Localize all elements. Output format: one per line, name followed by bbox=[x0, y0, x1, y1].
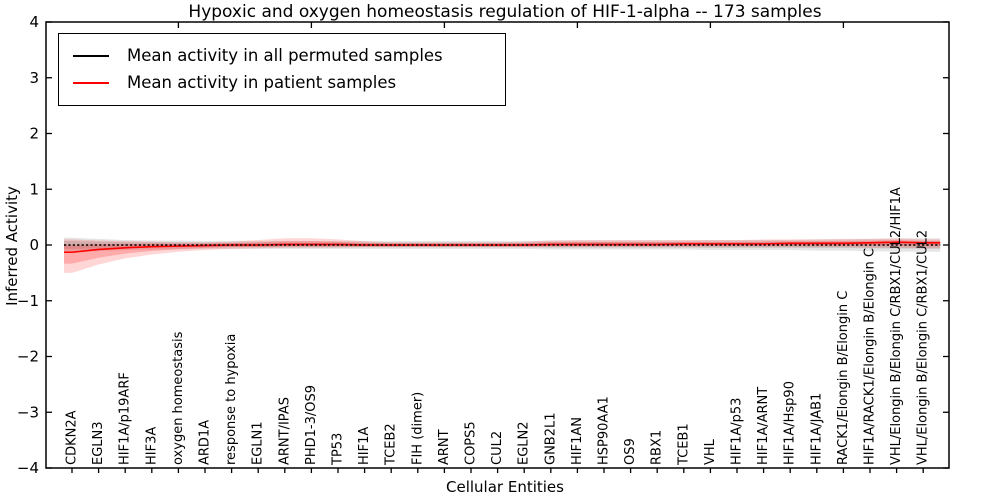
legend-item-label: Mean activity in patient samples bbox=[127, 73, 397, 92]
x-tick-label: EGLN2 bbox=[517, 421, 532, 465]
x-tick-label: oxygen homeostasis bbox=[171, 331, 186, 465]
x-tick-label: HIF1A/Hsp90 bbox=[783, 381, 798, 465]
y-tick-label: 3 bbox=[29, 69, 39, 87]
x-tick-label: VHL/Elongin B/Elongin C/RBX1/CUL2 bbox=[916, 230, 931, 465]
x-tick-label: HIF1A/p19ARF bbox=[118, 372, 133, 465]
x-tick-label: COPS5 bbox=[464, 421, 479, 465]
x-tick-label: HIF1A/RACK1/Elongin B/Elongin C bbox=[863, 248, 878, 465]
x-tick-label: TCEB2 bbox=[384, 423, 399, 466]
x-tick-label: ARNT bbox=[437, 429, 452, 465]
x-tick-label: HIF1A/ARNT bbox=[756, 387, 771, 465]
y-tick-label: −1 bbox=[17, 292, 39, 310]
x-tick-label: PHD1-3/OS9 bbox=[304, 385, 319, 465]
legend-item-label: Mean activity in all permuted samples bbox=[127, 46, 443, 65]
x-axis-label: Cellular Entities bbox=[446, 478, 564, 496]
x-tick-label: RACK1/Elongin B/Elongin C bbox=[836, 291, 851, 465]
y-tick-label: 2 bbox=[29, 125, 39, 143]
x-tick-label: CUL2 bbox=[490, 431, 505, 465]
x-tick-label: HIF1A/JAB1 bbox=[809, 393, 824, 465]
x-tick-label: HIF3A bbox=[144, 427, 159, 465]
patient-samples-band-inner bbox=[64, 240, 941, 264]
x-tick-label: GNB2L1 bbox=[543, 412, 558, 465]
patient-line-swatch bbox=[73, 81, 109, 84]
legend-item-patient: Mean activity in patient samples bbox=[73, 69, 491, 96]
x-tick-label: ARNT/IPAS bbox=[277, 397, 292, 465]
x-tick-label: ARD1A bbox=[198, 420, 213, 465]
x-tick-label: VHL bbox=[703, 438, 718, 465]
x-tick-label: TCEB1 bbox=[676, 423, 691, 466]
y-tick-label: −2 bbox=[17, 348, 39, 366]
y-tick-label: 0 bbox=[29, 236, 39, 254]
y-tick-label: 1 bbox=[29, 180, 39, 198]
chart-title: Hypoxic and oxygen homeostasis regulatio… bbox=[188, 2, 822, 22]
x-tick-label: EGLN1 bbox=[251, 421, 266, 465]
y-tick-label: 4 bbox=[29, 13, 39, 31]
x-tick-label: VHL/Elongin B/Elongin C/RBX1/CUL2/HIF1A bbox=[889, 187, 904, 465]
x-tick-label: EGLN3 bbox=[91, 421, 106, 465]
x-tick-label: HSP90AA1 bbox=[597, 396, 612, 465]
y-tick-label: −3 bbox=[17, 403, 39, 421]
x-tick-label: HIF1AN bbox=[570, 417, 585, 465]
y-tick-label: −4 bbox=[17, 459, 39, 477]
legend-item-permuted: Mean activity in all permuted samples bbox=[73, 42, 491, 69]
y-axis-label: Inferred Activity bbox=[3, 186, 21, 306]
permuted-line-swatch bbox=[73, 54, 109, 57]
x-tick-label: FIH (dimer) bbox=[410, 392, 425, 465]
x-tick-label: HIF1A/p53 bbox=[730, 398, 745, 465]
x-tick-label: TP53 bbox=[331, 433, 346, 466]
x-tick-label: RBX1 bbox=[650, 430, 665, 465]
x-tick-label: CDKN2A bbox=[65, 410, 80, 465]
legend-box: Mean activity in all permuted samples Me… bbox=[58, 33, 506, 106]
x-tick-label: HIF1A bbox=[357, 427, 372, 465]
patient-samples-band-outer bbox=[64, 238, 941, 273]
x-tick-label: OS9 bbox=[623, 438, 638, 465]
x-tick-label: response to hypoxia bbox=[224, 334, 239, 465]
